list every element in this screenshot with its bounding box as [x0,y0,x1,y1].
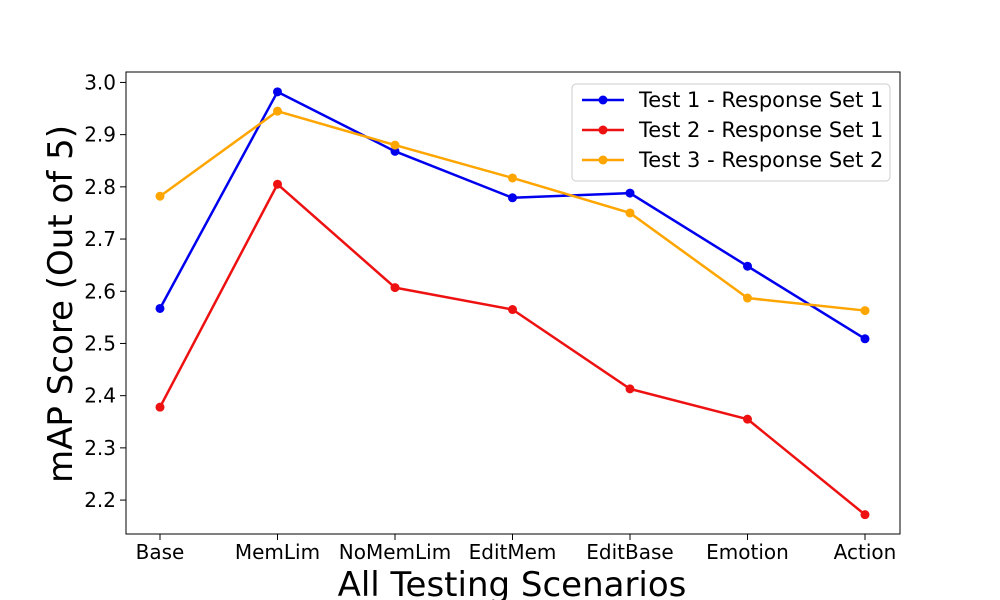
data-point [273,87,282,97]
data-point [155,191,165,201]
x-tick-label: EditBase [586,540,673,564]
y-tick-label: 2.8 [84,175,116,199]
data-point [508,305,517,315]
legend-label: Test 1 - Response Set 1 [638,88,883,112]
data-point [625,188,635,198]
x-tick-label: Base [136,540,185,564]
x-tick-label: EditMem [469,540,557,564]
y-tick-label: 2.5 [84,331,116,355]
legend-swatch-marker [598,155,608,165]
series-line [158,182,866,516]
data-point [155,402,165,412]
data-point [390,146,400,156]
y-tick-label: 2.3 [84,436,116,460]
legend-label: Test 2 - Response Set 1 [638,118,883,142]
data-point [155,303,165,313]
data-point [625,208,635,218]
x-axis-title: All Testing Scenarios [338,565,687,600]
data-point [390,140,400,150]
data-point [273,179,282,189]
x-tick-label: Action [834,540,897,564]
series-2 [155,179,870,520]
legend-swatch-marker [598,95,608,105]
data-point [390,283,400,293]
y-tick-label: 2.2 [84,488,116,512]
data-point [273,106,282,116]
data-point [625,384,635,394]
y-tick-label: 2.6 [84,279,116,303]
legend-item: Test 1 - Response Set 1 [582,88,883,112]
y-tick-label: 2.7 [84,227,116,251]
data-point [743,261,752,271]
legend-item: Test 3 - Response Set 2 [582,148,883,172]
data-point [860,306,870,316]
series-group [155,87,870,520]
data-point [860,334,870,344]
legend-swatch-marker [598,125,608,135]
y-axis-title: mAP Score (Out of 5) [41,125,81,483]
data-point [743,293,752,303]
y-tick-label: 3.0 [84,70,116,94]
data-point [860,510,870,520]
x-tick-label: NoMemLim [339,540,451,564]
y-tick-label: 2.4 [84,384,116,408]
legend-box [571,83,891,182]
data-point [508,173,517,183]
data-point [508,193,517,203]
legend: Test 1 - Response Set 1 Test 2 - Response… [571,83,891,182]
x-tick-label: MemLim [235,540,320,564]
legend-label: Test 3 - Response Set 2 [638,148,883,172]
series-1 [155,87,870,344]
axes: 2.2 2.3 2.4 2.5 2.6 2.7 2.8 2.9 3.0 Base MemLim NoM… [84,70,896,564]
data-point [743,414,752,424]
y-tick-label: 2.9 [84,123,116,147]
legend-item: Test 2 - Response Set 1 [582,118,883,142]
x-tick-label: Emotion [706,540,789,564]
series-3 [155,106,870,316]
